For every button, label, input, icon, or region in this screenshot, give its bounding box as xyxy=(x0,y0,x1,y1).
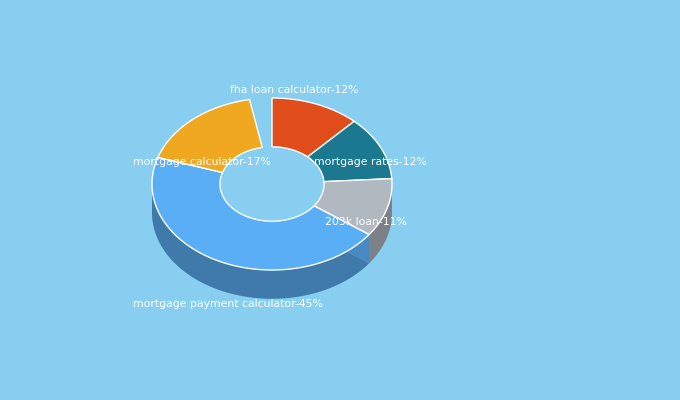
Polygon shape xyxy=(272,98,354,157)
Polygon shape xyxy=(369,184,392,263)
Text: mortgage rates-12%: mortgage rates-12% xyxy=(313,157,426,167)
Text: 203k loan-11%: 203k loan-11% xyxy=(325,217,407,227)
Polygon shape xyxy=(152,158,369,270)
Polygon shape xyxy=(314,179,392,234)
Polygon shape xyxy=(314,206,369,263)
Text: mortgage calculator-17%: mortgage calculator-17% xyxy=(133,157,271,167)
Text: mortgage payment calculator-45%: mortgage payment calculator-45% xyxy=(133,299,323,309)
Polygon shape xyxy=(314,206,369,263)
Polygon shape xyxy=(220,184,314,250)
Polygon shape xyxy=(307,121,392,182)
Text: fha loan calculator-12%: fha loan calculator-12% xyxy=(230,85,358,95)
Polygon shape xyxy=(158,100,262,172)
Polygon shape xyxy=(152,184,369,299)
Polygon shape xyxy=(314,184,324,235)
